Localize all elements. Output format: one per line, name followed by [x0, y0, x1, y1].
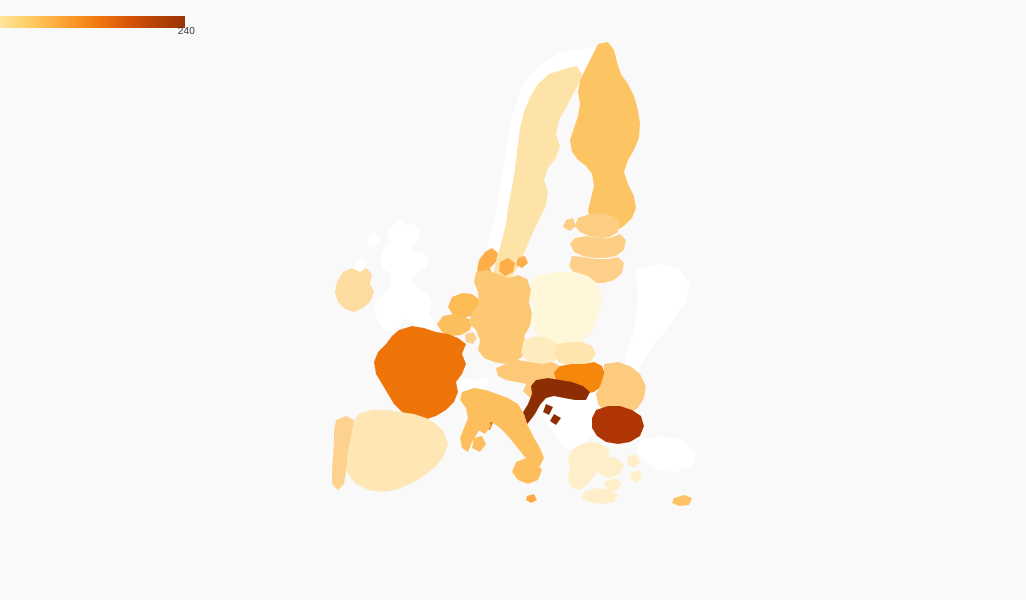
region-sweden[interactable]: [494, 66, 582, 287]
region-estonia[interactable]: [563, 213, 620, 238]
region-france[interactable]: [374, 326, 494, 430]
region-spain[interactable]: [344, 410, 448, 492]
region-poland[interactable]: [531, 272, 602, 346]
region-luxembourg[interactable]: [465, 332, 477, 344]
region-germany[interactable]: [469, 270, 532, 364]
region-finland[interactable]: [570, 42, 640, 236]
region-belgium[interactable]: [437, 314, 473, 336]
region-norway: [487, 44, 613, 263]
region-ireland[interactable]: [335, 268, 374, 312]
region-italy[interactable]: [460, 388, 544, 484]
region-western-balkans: [536, 384, 600, 451]
region-turkey: [636, 436, 696, 472]
region-netherlands[interactable]: [448, 293, 480, 318]
region-romania[interactable]: [596, 362, 646, 416]
region-eastern-neighbors: [624, 264, 690, 380]
region-greece[interactable]: [568, 442, 642, 504]
region-austria[interactable]: [496, 360, 560, 384]
region-croatia[interactable]: [518, 378, 590, 428]
region-slovakia[interactable]: [554, 342, 596, 366]
region-latvia[interactable]: [570, 234, 626, 258]
region-cyprus[interactable]: [672, 495, 692, 506]
colorbar-gradient: [0, 16, 185, 28]
region-bulgaria[interactable]: [592, 406, 644, 444]
colorbar-legend: 240: [0, 0, 240, 44]
region-portugal[interactable]: [332, 416, 354, 490]
colorbar-max-label: 240: [177, 26, 195, 37]
region-malta[interactable]: [526, 494, 537, 503]
region-united-kingdom: [354, 220, 434, 337]
region-czechia[interactable]: [521, 336, 562, 364]
